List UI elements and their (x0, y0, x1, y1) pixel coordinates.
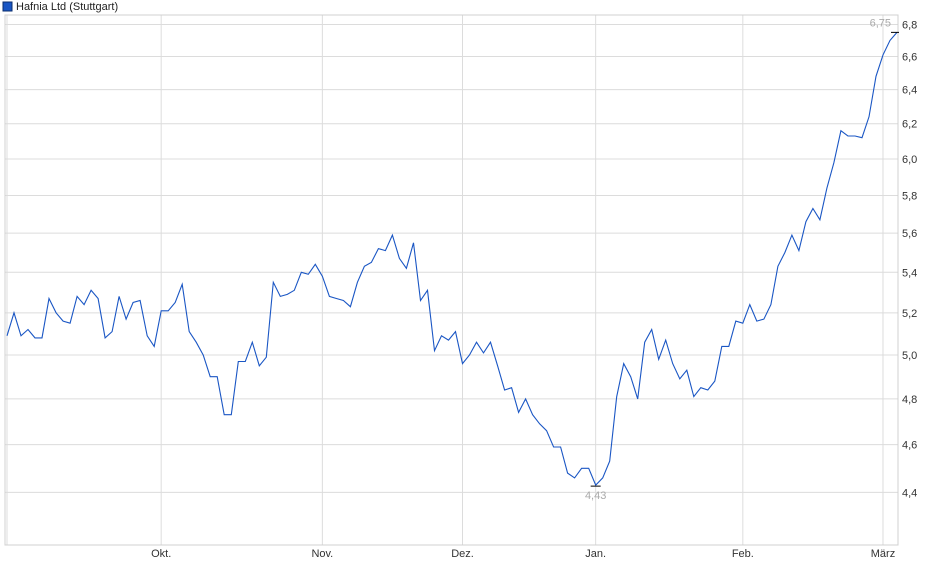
y-axis: 4,4 4,6 4,8 5,0 5,2 5,4 5,6 5,8 6,0 6,2 6,4 6,6 6,8 (902, 19, 917, 499)
y-tick-label: 5,2 (902, 308, 917, 320)
y-tick-label: 6,6 (902, 52, 917, 64)
y-tick-label: 4,6 (902, 440, 917, 452)
plot-border (4, 14, 899, 546)
x-tick-label: Feb. (732, 548, 754, 560)
y-tick-label: 4,4 (902, 487, 917, 499)
data-points (7, 32, 897, 485)
y-tick-label: 5,0 (902, 350, 917, 362)
max-label: 6,75 (870, 17, 891, 29)
legend: Hafnia Ltd (Stuttgart) (2, 1, 118, 13)
x-tick-label: Dez. (451, 548, 474, 560)
y-tick-label: 4,8 (902, 394, 917, 406)
legend-swatch (2, 1, 13, 12)
legend-label: Hafnia Ltd (Stuttgart) (16, 1, 118, 13)
x-tick-label: März (871, 548, 895, 560)
y-tick-label: 6,2 (902, 119, 917, 131)
y-tick-label: 6,8 (902, 19, 917, 31)
grid (5, 15, 898, 545)
price-line (6, 32, 898, 487)
annotations: 6,75 4,43 (585, 17, 899, 502)
y-tick-label: 5,6 (902, 228, 917, 240)
y-tick-label: 6,0 (902, 154, 917, 166)
x-axis: Okt. Nov. Dez. Jan. Feb. März (151, 548, 895, 560)
x-tick-label: Jan. (585, 548, 606, 560)
y-tick-label: 5,8 (902, 190, 917, 202)
min-label: 4,43 (585, 490, 606, 502)
y-tick-label: 5,4 (902, 267, 917, 279)
y-tick-label: 6,4 (902, 85, 917, 97)
x-tick-label: Nov. (311, 548, 333, 560)
x-tick-label: Okt. (151, 548, 171, 560)
